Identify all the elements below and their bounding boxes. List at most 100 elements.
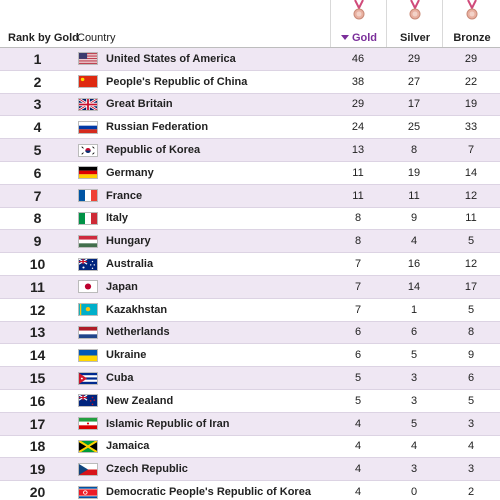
uk-flag-icon — [78, 97, 98, 111]
table-row[interactable]: 3 Great Britain 29 17 19 — [0, 93, 500, 117]
country-name[interactable]: Great Britain — [106, 98, 173, 111]
table-row[interactable]: 9 Hungary 8 4 5 — [0, 230, 500, 254]
rank-cell: 6 — [33, 164, 42, 181]
country-name[interactable]: Australia — [106, 258, 154, 271]
flag-cell — [78, 481, 100, 500]
country-name[interactable]: Italy — [106, 212, 129, 225]
gold-count: 4 — [354, 463, 362, 476]
silver-column-header[interactable]: Silver — [386, 0, 443, 48]
gold-count: 6 — [354, 326, 362, 339]
rank-cell: 11 — [30, 278, 45, 295]
country-name[interactable]: Kazakhstan — [106, 303, 168, 316]
country-name[interactable]: New Zealand — [106, 394, 174, 407]
gold-count: 4 — [354, 417, 362, 430]
bronze-column-header[interactable]: Bronze — [442, 0, 500, 48]
country-name[interactable]: People's Republic of China — [106, 75, 248, 88]
czech-flag-icon — [78, 462, 98, 476]
jamaica-flag-icon — [78, 439, 98, 453]
rank-cell: 2 — [33, 73, 42, 90]
rank-cell: 5 — [33, 142, 42, 159]
gold-count: 6 — [354, 349, 362, 362]
country-name[interactable]: France — [106, 189, 143, 202]
rank-cell: 20 — [29, 484, 46, 500]
country-name[interactable]: Ukraine — [106, 349, 147, 362]
flag-cell — [78, 436, 100, 458]
table-row[interactable]: 4 Russian Federation 24 25 33 — [0, 116, 500, 140]
table-row[interactable]: 19 Czech Republic 4 3 3 — [0, 458, 500, 482]
rank-cell: 7 — [33, 187, 42, 204]
table-row[interactable]: 18 Jamaica 4 4 4 — [0, 435, 500, 459]
country-name[interactable]: Netherlands — [106, 326, 170, 339]
rank-cell: 10 — [29, 256, 46, 273]
rank-cell: 18 — [29, 438, 46, 455]
country-name[interactable]: Germany — [106, 166, 154, 179]
silver-count: 14 — [407, 280, 421, 293]
table-row[interactable]: 8 Italy 8 9 11 — [0, 207, 500, 231]
country-name[interactable]: Japan — [106, 280, 138, 293]
gold-count: 7 — [354, 258, 362, 271]
france-flag-icon — [78, 189, 98, 203]
table-row[interactable]: 20 Democratic People's Republic of Korea 4… — [0, 481, 500, 500]
rank-column-header[interactable]: Rank by Gold — [8, 32, 79, 44]
gold-column-header[interactable]: Gold — [330, 0, 387, 48]
country-name[interactable]: Republic of Korea — [106, 144, 201, 157]
country-name[interactable]: Democratic People's Republic of Korea — [106, 486, 311, 499]
silver-count: 0 — [410, 486, 418, 499]
gold-count: 5 — [354, 372, 362, 385]
bronze-count: 11 — [465, 212, 477, 225]
flag-cell — [78, 299, 100, 321]
silver-count: 4 — [410, 440, 418, 453]
flag-cell — [78, 344, 100, 366]
china-flag-icon — [78, 75, 98, 89]
silver-count: 19 — [407, 166, 421, 179]
silver-count: 3 — [410, 463, 418, 476]
table-row[interactable]: 10 Australia 7 16 12 — [0, 253, 500, 276]
bronze-count: 5 — [467, 394, 475, 407]
country-name[interactable]: United States of America — [106, 52, 236, 65]
gold-count: 46 — [351, 52, 365, 65]
flag-cell — [78, 208, 100, 230]
flag-cell — [78, 276, 100, 298]
country-name[interactable]: Russian Federation — [106, 121, 209, 134]
country-column-header[interactable]: Country — [77, 32, 116, 44]
silver-count: 25 — [407, 121, 421, 134]
table-row[interactable]: 7 France 11 11 12 — [0, 184, 500, 208]
rank-cell: 19 — [29, 461, 46, 478]
bronze-count: 4 — [467, 440, 475, 453]
table-row[interactable]: 2 People's Republic of China 38 27 22 — [0, 70, 500, 94]
netherlands-flag-icon — [78, 325, 98, 339]
sort-desc-icon — [340, 35, 349, 40]
table-row[interactable]: 11 Japan 7 14 17 — [0, 275, 500, 299]
gold-count: 13 — [351, 144, 365, 157]
flag-cell — [78, 413, 100, 435]
bronze-count: 3 — [467, 417, 475, 430]
rank-cell: 15 — [29, 370, 46, 387]
cuba-flag-icon — [78, 371, 98, 385]
flag-cell — [78, 322, 100, 344]
table-row[interactable]: 1 United States of America 46 29 29 — [0, 48, 500, 71]
silver-medal-icon — [409, 0, 421, 20]
table-row[interactable]: 14 Ukraine 6 5 9 — [0, 344, 500, 368]
country-name[interactable]: Hungary — [106, 235, 151, 248]
rank-cell: 14 — [29, 347, 46, 364]
country-name[interactable]: Cuba — [106, 372, 134, 385]
bronze-count: 14 — [464, 166, 478, 179]
bronze-count: 12 — [464, 258, 478, 271]
country-name[interactable]: Islamic Republic of Iran — [106, 417, 230, 430]
table-body: 1 United States of America 46 29 29 2 People's… — [0, 48, 500, 500]
country-name[interactable]: Jamaica — [106, 440, 150, 453]
country-name[interactable]: Czech Republic — [106, 463, 188, 476]
table-row[interactable]: 16 New Zealand 5 3 5 — [0, 389, 500, 413]
table-row[interactable]: 5 Republic of Korea 13 8 7 — [0, 139, 500, 162]
ukraine-flag-icon — [78, 348, 98, 362]
gold-count: 11 — [352, 166, 364, 179]
table-row[interactable]: 17 Islamic Republic of Iran 4 5 3 — [0, 412, 500, 436]
rank-cell: 1 — [33, 50, 42, 67]
table-row[interactable]: 12 Kazakhstan 7 1 5 — [0, 298, 500, 322]
table-row[interactable]: 15 Cuba 5 3 6 — [0, 367, 500, 390]
bronze-count: 8 — [467, 326, 475, 339]
table-row[interactable]: 6 Germany 11 19 14 — [0, 161, 500, 185]
table-row[interactable]: 13 Netherlands 6 6 8 — [0, 321, 500, 345]
flag-cell — [78, 94, 100, 116]
bronze-count: 5 — [467, 235, 475, 248]
